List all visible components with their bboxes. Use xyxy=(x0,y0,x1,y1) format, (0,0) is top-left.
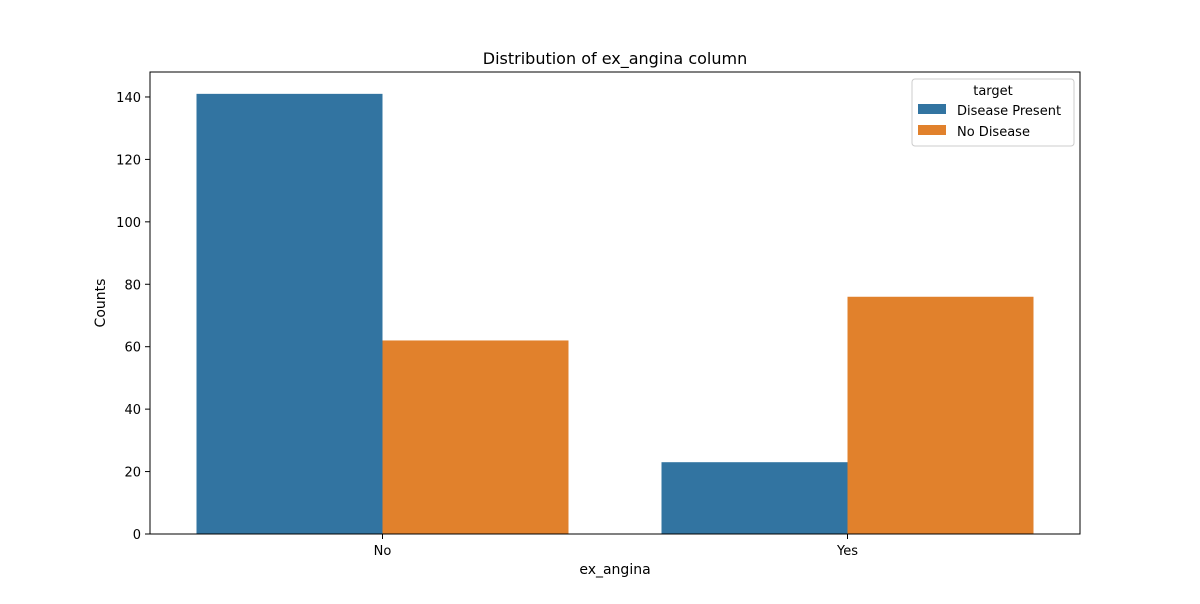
bar-no-disease-no xyxy=(382,340,569,534)
bars-layer xyxy=(196,93,1034,534)
plot-area-frame xyxy=(149,71,1081,535)
y-tick-label: 60 xyxy=(124,341,141,356)
legend-swatch-disease-present xyxy=(918,104,946,114)
legend: target Disease Present No Disease xyxy=(911,78,1075,147)
legend-box xyxy=(911,78,1075,147)
legend-title: target xyxy=(973,84,1013,99)
y-tick-label: 20 xyxy=(124,466,141,481)
bar-no-disease-yes xyxy=(847,296,1034,534)
y-tick-label: 40 xyxy=(124,403,141,418)
x-axis: No Yes xyxy=(374,534,858,559)
y-axis: 0 20 40 60 80 100 120 140 xyxy=(116,91,150,543)
legend-items: Disease Present No Disease xyxy=(918,104,1061,140)
legend-swatch-no-disease xyxy=(918,125,946,135)
chart-title: Distribution of ex_angina column xyxy=(483,49,747,69)
x-tick-label: Yes xyxy=(836,544,858,559)
y-tick-label: 0 xyxy=(133,528,141,543)
bar-disease-present-no xyxy=(196,93,383,534)
legend-label-disease-present: Disease Present xyxy=(957,104,1061,119)
y-tick-label: 80 xyxy=(124,278,141,293)
x-axis-label: ex_angina xyxy=(579,562,650,578)
y-tick-label: 120 xyxy=(116,153,141,168)
y-tick-label: 100 xyxy=(116,216,141,231)
y-tick-label: 140 xyxy=(116,91,141,106)
y-axis-label: Counts xyxy=(93,279,109,328)
x-tick-label: No xyxy=(374,544,392,559)
legend-label-no-disease: No Disease xyxy=(957,125,1030,140)
bar-disease-present-yes xyxy=(661,462,848,534)
